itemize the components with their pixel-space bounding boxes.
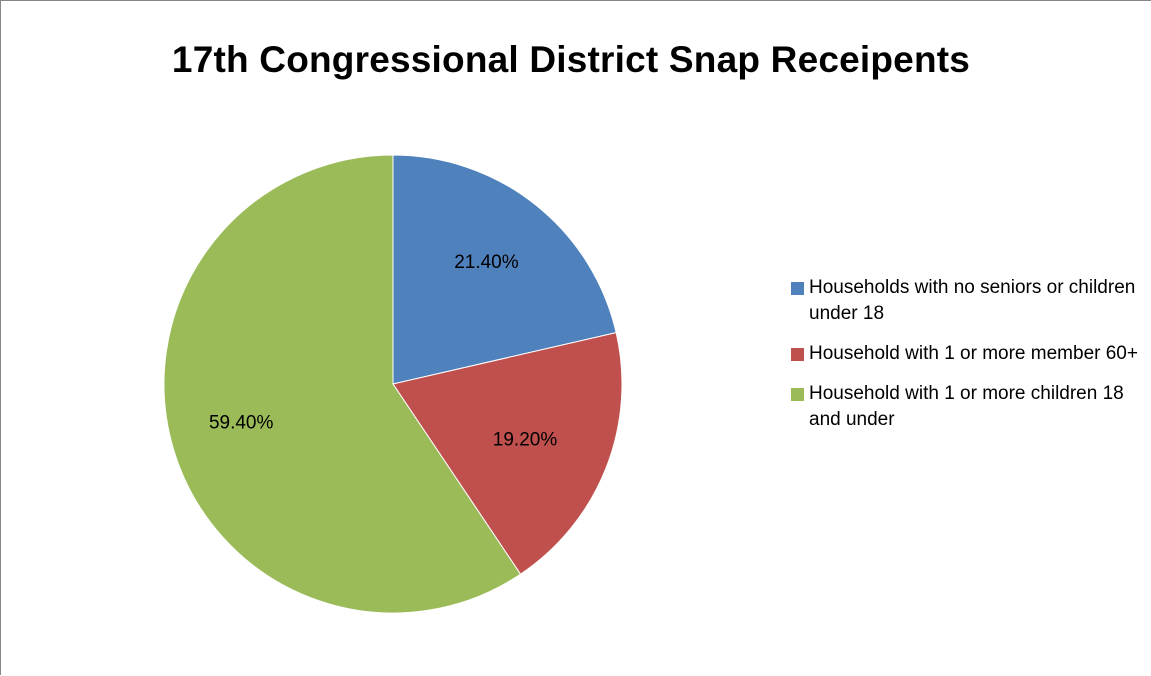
slice-data-label: 59.40% — [209, 412, 274, 433]
pie-slice — [392, 154, 617, 385]
legend-label: Households with no seniors or children u… — [809, 277, 1136, 324]
legend-label: Household with 1 or more member 60+ — [809, 343, 1138, 364]
legend-swatch — [791, 282, 804, 295]
pie-slice — [163, 154, 522, 614]
slice-data-label: 19.20% — [493, 429, 558, 450]
slice-data-label: 21.40% — [454, 252, 519, 273]
legend-swatch — [791, 348, 804, 361]
legend-label: Household with 1 or more children 18 and… — [809, 383, 1124, 430]
pie-slice — [392, 332, 623, 575]
legend-item: Household with 1 or more member 60+ — [791, 341, 1151, 367]
legend-swatch — [791, 388, 804, 401]
legend-item: Household with 1 or more children 18 and… — [791, 381, 1151, 433]
legend: Households with no seniors or children u… — [791, 275, 1151, 447]
legend-item: Households with no seniors or children u… — [791, 275, 1151, 327]
chart-title: 17th Congressional District Snap Receipe… — [171, 39, 971, 80]
